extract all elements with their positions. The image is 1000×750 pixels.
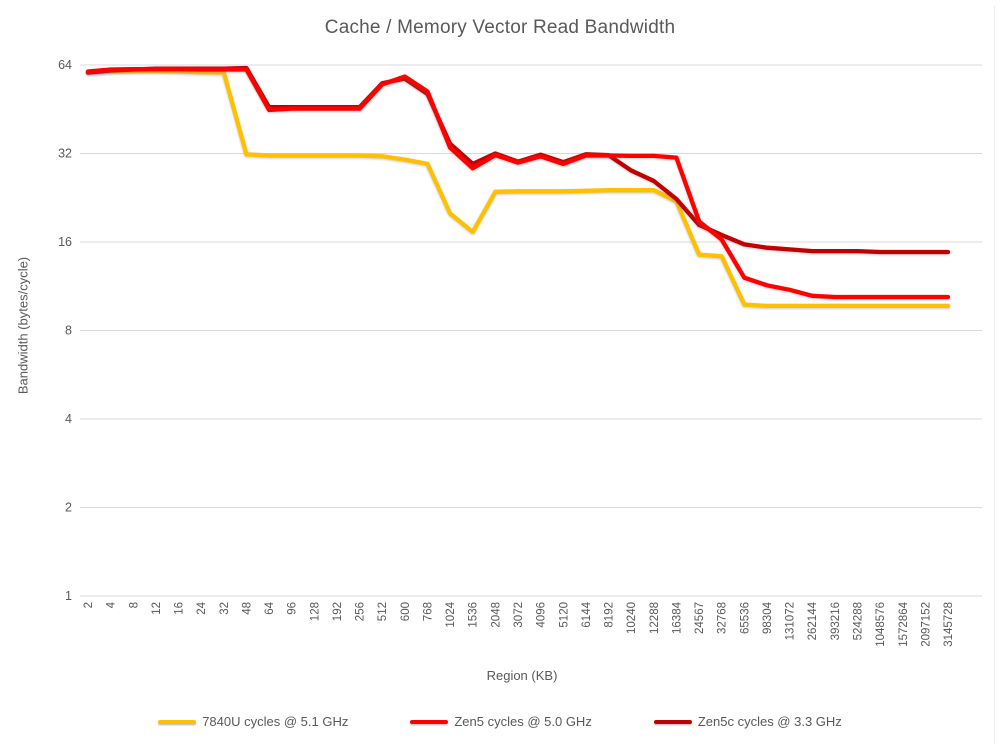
svg-text:3072: 3072 [513, 602, 525, 628]
svg-text:512: 512 [377, 602, 389, 621]
svg-text:128: 128 [309, 602, 321, 621]
svg-text:12: 12 [151, 602, 163, 615]
chart-legend: 7840U cycles @ 5.1 GHz Zen5 cycles @ 5.0… [0, 714, 1000, 729]
svg-text:98304: 98304 [762, 601, 774, 634]
svg-text:16384: 16384 [671, 601, 683, 634]
chart-border-right [994, 6, 995, 744]
legend-label-zen5c: Zen5c cycles @ 3.3 GHz [697, 714, 842, 729]
svg-text:3145728: 3145728 [943, 602, 955, 647]
y-axis-tick-labels: 64 32 16 8 4 2 1 [58, 58, 72, 603]
svg-text:2: 2 [83, 602, 95, 608]
svg-text:6144: 6144 [581, 601, 593, 627]
legend-item-7840u: 7840U cycles @ 5.1 GHz [158, 714, 348, 729]
svg-text:2: 2 [65, 501, 72, 515]
svg-text:131072: 131072 [785, 602, 797, 640]
svg-text:768: 768 [422, 602, 434, 621]
svg-text:2097152: 2097152 [920, 602, 932, 647]
x-axis-tick-labels: 2 4 8 12 16 24 32 48 64 96 128 192 256 512 600 768 1024 1… [83, 601, 955, 646]
svg-text:16: 16 [174, 602, 186, 615]
svg-text:1048576: 1048576 [875, 602, 887, 647]
svg-text:1536: 1536 [468, 602, 480, 628]
svg-text:32: 32 [219, 602, 231, 615]
svg-text:8: 8 [65, 324, 72, 338]
svg-text:4: 4 [65, 412, 72, 426]
svg-text:96: 96 [287, 602, 299, 615]
svg-text:24567: 24567 [694, 602, 706, 634]
svg-text:524288: 524288 [852, 602, 864, 640]
svg-text:192: 192 [332, 602, 344, 621]
x-axis-title: Region (KB) [486, 668, 558, 683]
svg-text:8: 8 [128, 602, 140, 608]
svg-text:393216: 393216 [830, 602, 842, 640]
legend-label-zen5: Zen5 cycles @ 5.0 GHz [454, 714, 592, 729]
svg-text:32: 32 [58, 147, 72, 161]
series-line-0 [85, 68, 951, 309]
svg-text:8192: 8192 [604, 602, 616, 628]
legend-swatch-7840u [158, 719, 197, 724]
svg-text:1024: 1024 [445, 601, 457, 627]
svg-text:10240: 10240 [626, 602, 638, 634]
svg-text:2048: 2048 [490, 602, 502, 628]
legend-swatch-zen5 [410, 719, 449, 724]
series-line-1 [85, 66, 951, 300]
svg-text:64: 64 [58, 58, 72, 72]
series-lines [85, 65, 951, 309]
series-line-2 [85, 65, 951, 255]
svg-text:4: 4 [106, 601, 118, 608]
y-gridlines [80, 64, 982, 597]
svg-text:256: 256 [355, 602, 367, 621]
svg-text:64: 64 [264, 601, 276, 614]
svg-text:65536: 65536 [739, 602, 751, 634]
svg-text:1572864: 1572864 [898, 601, 910, 646]
svg-text:262144: 262144 [807, 601, 819, 640]
y-axis-title: Bandwidth (bytes/cycle) [15, 256, 31, 395]
legend-label-7840u: 7840U cycles @ 5.1 GHz [202, 714, 349, 729]
svg-text:1: 1 [65, 589, 72, 603]
legend-item-zen5c: Zen5c cycles @ 3.3 GHz [653, 714, 842, 729]
svg-text:4096: 4096 [536, 602, 548, 628]
svg-text:24: 24 [196, 601, 208, 614]
svg-text:16: 16 [58, 235, 72, 249]
svg-text:12288: 12288 [649, 602, 661, 634]
svg-text:5120: 5120 [558, 602, 570, 628]
svg-text:48: 48 [241, 602, 253, 615]
legend-item-zen5: Zen5 cycles @ 5.0 GHz [410, 714, 592, 729]
svg-text:600: 600 [400, 602, 412, 621]
chart-title: Cache / Memory Vector Read Bandwidth [324, 17, 676, 38]
svg-text:32768: 32768 [717, 602, 729, 634]
legend-swatch-zen5c [653, 719, 692, 724]
